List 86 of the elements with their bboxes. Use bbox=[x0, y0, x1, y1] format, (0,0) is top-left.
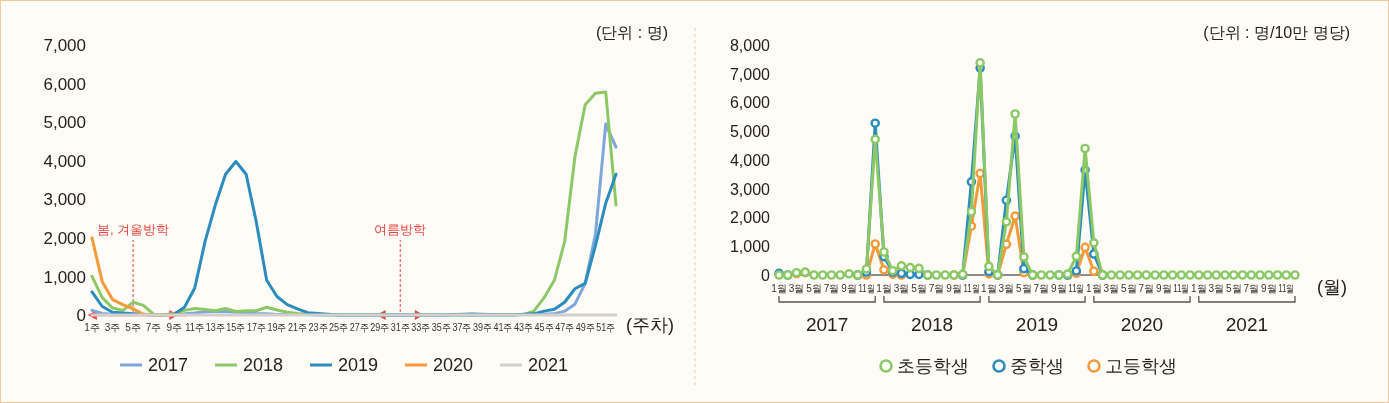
x-tick-label: 5월 bbox=[1121, 283, 1137, 294]
y-tick-label: 0 bbox=[76, 306, 86, 326]
legend-label: 초등학생 bbox=[897, 356, 969, 376]
text: (단위 : 명/10만 명당) bbox=[1203, 24, 1350, 41]
x-tick-label: 5월 bbox=[1016, 283, 1032, 294]
y-tick-label: 3,000 bbox=[729, 180, 771, 198]
x-tick-label: 3월 bbox=[893, 283, 910, 294]
x-tick-label: 49주 bbox=[575, 322, 597, 333]
x-tick-label: 37주 bbox=[452, 322, 474, 333]
y-tick-label: 1,000 bbox=[729, 238, 771, 256]
x-tick-label: 47주 bbox=[555, 322, 577, 333]
x-tick-label: 7월 bbox=[1138, 283, 1155, 294]
x-tick-label: 7월 bbox=[1033, 283, 1050, 294]
x-tick-label: 9월 bbox=[841, 283, 857, 294]
y-tick-label: 2,000 bbox=[729, 209, 771, 227]
y-tick-label: 0 bbox=[761, 266, 771, 284]
x-tick-label: 5월 bbox=[806, 283, 822, 294]
x-tick-label: 21주 bbox=[287, 322, 310, 333]
x-tick-label: 11월 bbox=[1278, 283, 1299, 294]
x-tick-label: 23주 bbox=[308, 322, 330, 333]
legend-label: 2021 bbox=[528, 355, 569, 375]
text: 2020 bbox=[1120, 314, 1164, 335]
text: 2017 bbox=[805, 314, 849, 335]
x-tick-label: 35주 bbox=[431, 322, 453, 333]
x-tick-label: 1월 bbox=[1191, 283, 1207, 294]
x-tick-label: 1주 bbox=[84, 322, 100, 333]
x-tick-label: 11주 bbox=[185, 322, 206, 333]
y-tick-label: 7,000 bbox=[729, 65, 771, 83]
x-axis-title: (월) bbox=[1317, 277, 1347, 297]
x-tick-label: 17주 bbox=[246, 322, 269, 333]
legend-label: 2018 bbox=[243, 355, 284, 375]
x-tick-label: 5월 bbox=[1226, 283, 1242, 294]
y-tick-label: 8,000 bbox=[729, 36, 771, 54]
x-tick-label: 7월 bbox=[823, 283, 840, 294]
x-tick-label: 1월 bbox=[1086, 283, 1102, 294]
x-tick-label: 3월 bbox=[1103, 283, 1120, 294]
y-tick-label: 7,000 bbox=[43, 36, 86, 56]
x-tick-label: 1월 bbox=[771, 283, 787, 294]
text: 2019 bbox=[1015, 314, 1059, 335]
x-tick-label: 5월 bbox=[911, 283, 927, 294]
x-tick-label: 51주 bbox=[596, 322, 618, 333]
x-tick-label: 45주 bbox=[534, 322, 556, 333]
annotation: 봄, 겨울방학 bbox=[96, 222, 170, 237]
x-axis-title: (주차) bbox=[626, 315, 674, 335]
text: 2018 bbox=[910, 314, 954, 335]
legend-label: 2020 bbox=[433, 355, 474, 375]
x-tick-label: 9월 bbox=[1260, 283, 1277, 294]
x-tick-label: 9월 bbox=[1051, 283, 1067, 294]
x-tick-label: 29주 bbox=[370, 322, 392, 333]
y-tick-label: 5,000 bbox=[43, 113, 86, 133]
y-tick-label: 1,000 bbox=[43, 267, 86, 287]
legend-label: 고등학생 bbox=[1105, 356, 1177, 376]
x-tick-label: 41주 bbox=[493, 322, 515, 333]
x-tick-label: 7월 bbox=[928, 283, 945, 294]
annotation: 여름방학 bbox=[374, 222, 427, 237]
y-tick-label: 6,000 bbox=[43, 74, 86, 94]
y-tick-label: 3,000 bbox=[43, 190, 86, 210]
x-tick-label: 31주 bbox=[390, 322, 412, 333]
x-tick-label: 7월 bbox=[1243, 283, 1260, 294]
text: 2021 bbox=[1225, 314, 1269, 335]
legend-label: 2019 bbox=[338, 355, 379, 375]
y-tick-label: 5,000 bbox=[729, 123, 771, 141]
x-tick-label: 1월 bbox=[981, 283, 997, 294]
x-tick-label: 3주 bbox=[104, 322, 121, 333]
y-tick-label: 4,000 bbox=[43, 151, 86, 171]
x-tick-label: 3월 bbox=[1208, 283, 1225, 294]
y-tick-label: 6,000 bbox=[729, 94, 771, 112]
legend-label: 2017 bbox=[148, 355, 189, 375]
x-tick-label: 9월 bbox=[1156, 283, 1172, 294]
x-tick-label: 5주 bbox=[125, 322, 141, 333]
x-tick-label: 9주 bbox=[166, 322, 182, 333]
x-tick-label: 15주 bbox=[226, 322, 248, 333]
x-tick-label: 13주 bbox=[205, 322, 227, 333]
x-tick-label: 33주 bbox=[411, 322, 433, 333]
y-tick-label: 4,000 bbox=[729, 151, 771, 169]
x-tick-label: 7주 bbox=[145, 322, 162, 333]
x-tick-label: 1월 bbox=[876, 283, 892, 294]
y-tick-label: 2,000 bbox=[43, 228, 86, 248]
x-tick-label: 19주 bbox=[267, 322, 289, 333]
x-tick-label: 27주 bbox=[349, 322, 371, 333]
x-tick-label: 3월 bbox=[998, 283, 1015, 294]
text: (단위 : 명) bbox=[596, 24, 668, 41]
x-tick-label: 25주 bbox=[329, 322, 351, 333]
x-tick-label: 9월 bbox=[946, 283, 962, 294]
legend-label: 중학생 bbox=[1010, 356, 1064, 376]
x-tick-label: 3월 bbox=[788, 283, 805, 294]
